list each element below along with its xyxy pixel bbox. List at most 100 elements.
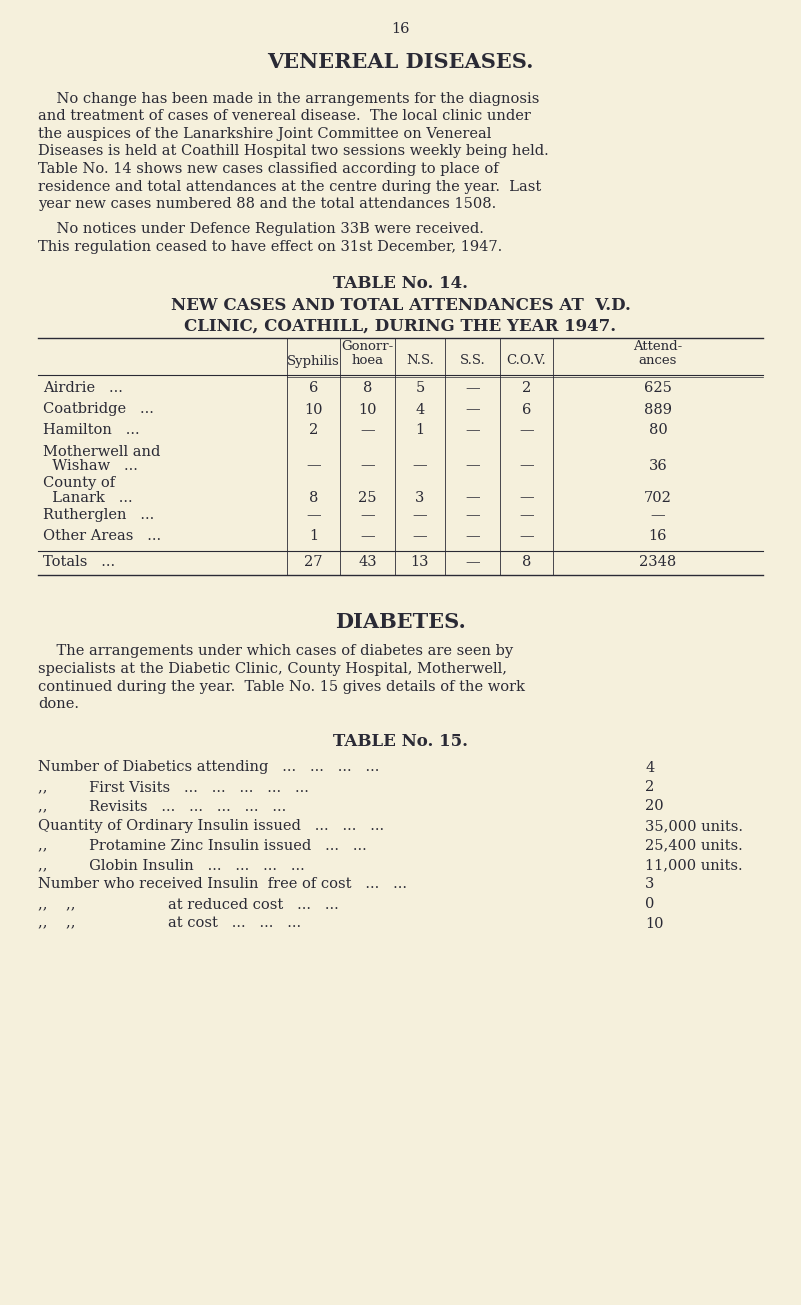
- Text: —: —: [519, 509, 533, 522]
- Text: —: —: [519, 458, 533, 472]
- Text: 20: 20: [645, 800, 663, 813]
- Text: Number of Diabetics attending   ...   ...   ...   ...: Number of Diabetics attending ... ... ..…: [38, 761, 380, 774]
- Text: —: —: [306, 458, 321, 472]
- Text: —: —: [360, 458, 375, 472]
- Text: —: —: [465, 402, 480, 416]
- Text: —: —: [465, 424, 480, 437]
- Text: specialists at the Diabetic Clinic, County Hospital, Motherwell,: specialists at the Diabetic Clinic, Coun…: [38, 662, 507, 676]
- Text: —: —: [413, 509, 427, 522]
- Text: Number who received Insulin  free of cost   ...   ...: Number who received Insulin free of cost…: [38, 877, 407, 891]
- Text: 25,400 units.: 25,400 units.: [645, 839, 743, 852]
- Text: —: —: [465, 458, 480, 472]
- Text: 10: 10: [645, 916, 663, 930]
- Text: Gonorr-: Gonorr-: [341, 341, 393, 354]
- Text: 3: 3: [645, 877, 654, 891]
- Text: 625: 625: [644, 381, 672, 395]
- Text: 27: 27: [304, 556, 323, 569]
- Text: Rutherglen   ...: Rutherglen ...: [43, 509, 155, 522]
- Text: Wishaw   ...: Wishaw ...: [43, 458, 138, 472]
- Text: —: —: [465, 491, 480, 505]
- Text: N.S.: N.S.: [406, 355, 434, 368]
- Text: ances: ances: [639, 355, 677, 368]
- Text: Diseases is held at Coathill Hospital two sessions weekly being held.: Diseases is held at Coathill Hospital tw…: [38, 145, 549, 158]
- Text: This regulation ceased to have effect on 31st December, 1947.: This regulation ceased to have effect on…: [38, 240, 502, 254]
- Text: residence and total attendances at the centre during the year.  Last: residence and total attendances at the c…: [38, 180, 541, 193]
- Text: continued during the year.  Table No. 15 gives details of the work: continued during the year. Table No. 15 …: [38, 680, 525, 693]
- Text: 1: 1: [416, 424, 425, 437]
- Text: ,,         Protamine Zinc Insulin issued   ...   ...: ,, Protamine Zinc Insulin issued ... ...: [38, 839, 367, 852]
- Text: 16: 16: [391, 22, 410, 37]
- Text: 25: 25: [358, 491, 376, 505]
- Text: —: —: [519, 530, 533, 543]
- Text: —: —: [465, 530, 480, 543]
- Text: 6: 6: [309, 381, 318, 395]
- Text: Motherwell and: Motherwell and: [43, 445, 160, 458]
- Text: —: —: [306, 509, 321, 522]
- Text: 2348: 2348: [639, 556, 677, 569]
- Text: ,,    ,,                    at cost   ...   ...   ...: ,, ,, at cost ... ... ...: [38, 916, 301, 930]
- Text: 36: 36: [649, 458, 667, 472]
- Text: 6: 6: [521, 402, 531, 416]
- Text: 2: 2: [522, 381, 531, 395]
- Text: TABLE No. 15.: TABLE No. 15.: [333, 732, 468, 749]
- Text: 4: 4: [645, 761, 654, 774]
- Text: County of: County of: [43, 476, 115, 491]
- Text: —: —: [519, 491, 533, 505]
- Text: ,,    ,,                    at reduced cost   ...   ...: ,, ,, at reduced cost ... ...: [38, 897, 339, 911]
- Text: NEW CASES AND TOTAL ATTENDANCES AT  V.D.: NEW CASES AND TOTAL ATTENDANCES AT V.D.: [171, 298, 630, 315]
- Text: and treatment of cases of venereal disease.  The local clinic under: and treatment of cases of venereal disea…: [38, 110, 531, 124]
- Text: Totals   ...: Totals ...: [43, 556, 115, 569]
- Text: Table No. 14 shows new cases classified according to place of: Table No. 14 shows new cases classified …: [38, 162, 499, 176]
- Text: Quantity of Ordinary Insulin issued   ...   ...   ...: Quantity of Ordinary Insulin issued ... …: [38, 820, 384, 833]
- Text: year new cases numbered 88 and the total attendances 1508.: year new cases numbered 88 and the total…: [38, 197, 497, 211]
- Text: Hamilton   ...: Hamilton ...: [43, 424, 139, 437]
- Text: 16: 16: [649, 530, 667, 543]
- Text: hoea: hoea: [352, 355, 384, 368]
- Text: 4: 4: [416, 402, 425, 416]
- Text: —: —: [413, 530, 427, 543]
- Text: DIABETES.: DIABETES.: [335, 612, 466, 633]
- Text: 8: 8: [363, 381, 372, 395]
- Text: ,,         First Visits   ...   ...   ...   ...   ...: ,, First Visits ... ... ... ... ...: [38, 780, 309, 793]
- Text: 10: 10: [358, 402, 376, 416]
- Text: No notices under Defence Regulation 33B were received.: No notices under Defence Regulation 33B …: [38, 222, 484, 236]
- Text: Syphilis: Syphilis: [287, 355, 340, 368]
- Text: Other Areas   ...: Other Areas ...: [43, 530, 161, 543]
- Text: 5: 5: [416, 381, 425, 395]
- Text: 35,000 units.: 35,000 units.: [645, 820, 743, 833]
- Text: Lanark   ...: Lanark ...: [43, 491, 133, 505]
- Text: 2: 2: [309, 424, 318, 437]
- Text: —: —: [360, 530, 375, 543]
- Text: —: —: [465, 556, 480, 569]
- Text: No change has been made in the arrangements for the diagnosis: No change has been made in the arrangeme…: [38, 91, 539, 106]
- Text: 3: 3: [415, 491, 425, 505]
- Text: —: —: [360, 509, 375, 522]
- Text: 80: 80: [649, 424, 667, 437]
- Text: 889: 889: [644, 402, 672, 416]
- Text: 13: 13: [411, 556, 429, 569]
- Text: the auspices of the Lanarkshire Joint Committee on Venereal: the auspices of the Lanarkshire Joint Co…: [38, 127, 491, 141]
- Text: done.: done.: [38, 697, 79, 711]
- Text: 11,000 units.: 11,000 units.: [645, 857, 743, 872]
- Text: —: —: [519, 424, 533, 437]
- Text: ,,         Globin Insulin   ...   ...   ...   ...: ,, Globin Insulin ... ... ... ...: [38, 857, 304, 872]
- Text: C.O.V.: C.O.V.: [506, 355, 546, 368]
- Text: —: —: [650, 509, 666, 522]
- Text: 2: 2: [645, 780, 654, 793]
- Text: 10: 10: [304, 402, 323, 416]
- Text: 8: 8: [521, 556, 531, 569]
- Text: ,,         Revisits   ...   ...   ...   ...   ...: ,, Revisits ... ... ... ... ...: [38, 800, 286, 813]
- Text: Airdrie   ...: Airdrie ...: [43, 381, 123, 395]
- Text: TABLE No. 14.: TABLE No. 14.: [333, 275, 468, 292]
- Text: 8: 8: [309, 491, 318, 505]
- Text: VENEREAL DISEASES.: VENEREAL DISEASES.: [268, 52, 533, 72]
- Text: Coatbridge   ...: Coatbridge ...: [43, 402, 154, 416]
- Text: —: —: [465, 381, 480, 395]
- Text: CLINIC, COATHILL, DURING THE YEAR 1947.: CLINIC, COATHILL, DURING THE YEAR 1947.: [184, 317, 617, 334]
- Text: 702: 702: [644, 491, 672, 505]
- Text: S.S.: S.S.: [460, 355, 485, 368]
- Text: Attend-: Attend-: [634, 341, 682, 354]
- Text: —: —: [413, 458, 427, 472]
- Text: —: —: [360, 424, 375, 437]
- Text: 0: 0: [645, 897, 654, 911]
